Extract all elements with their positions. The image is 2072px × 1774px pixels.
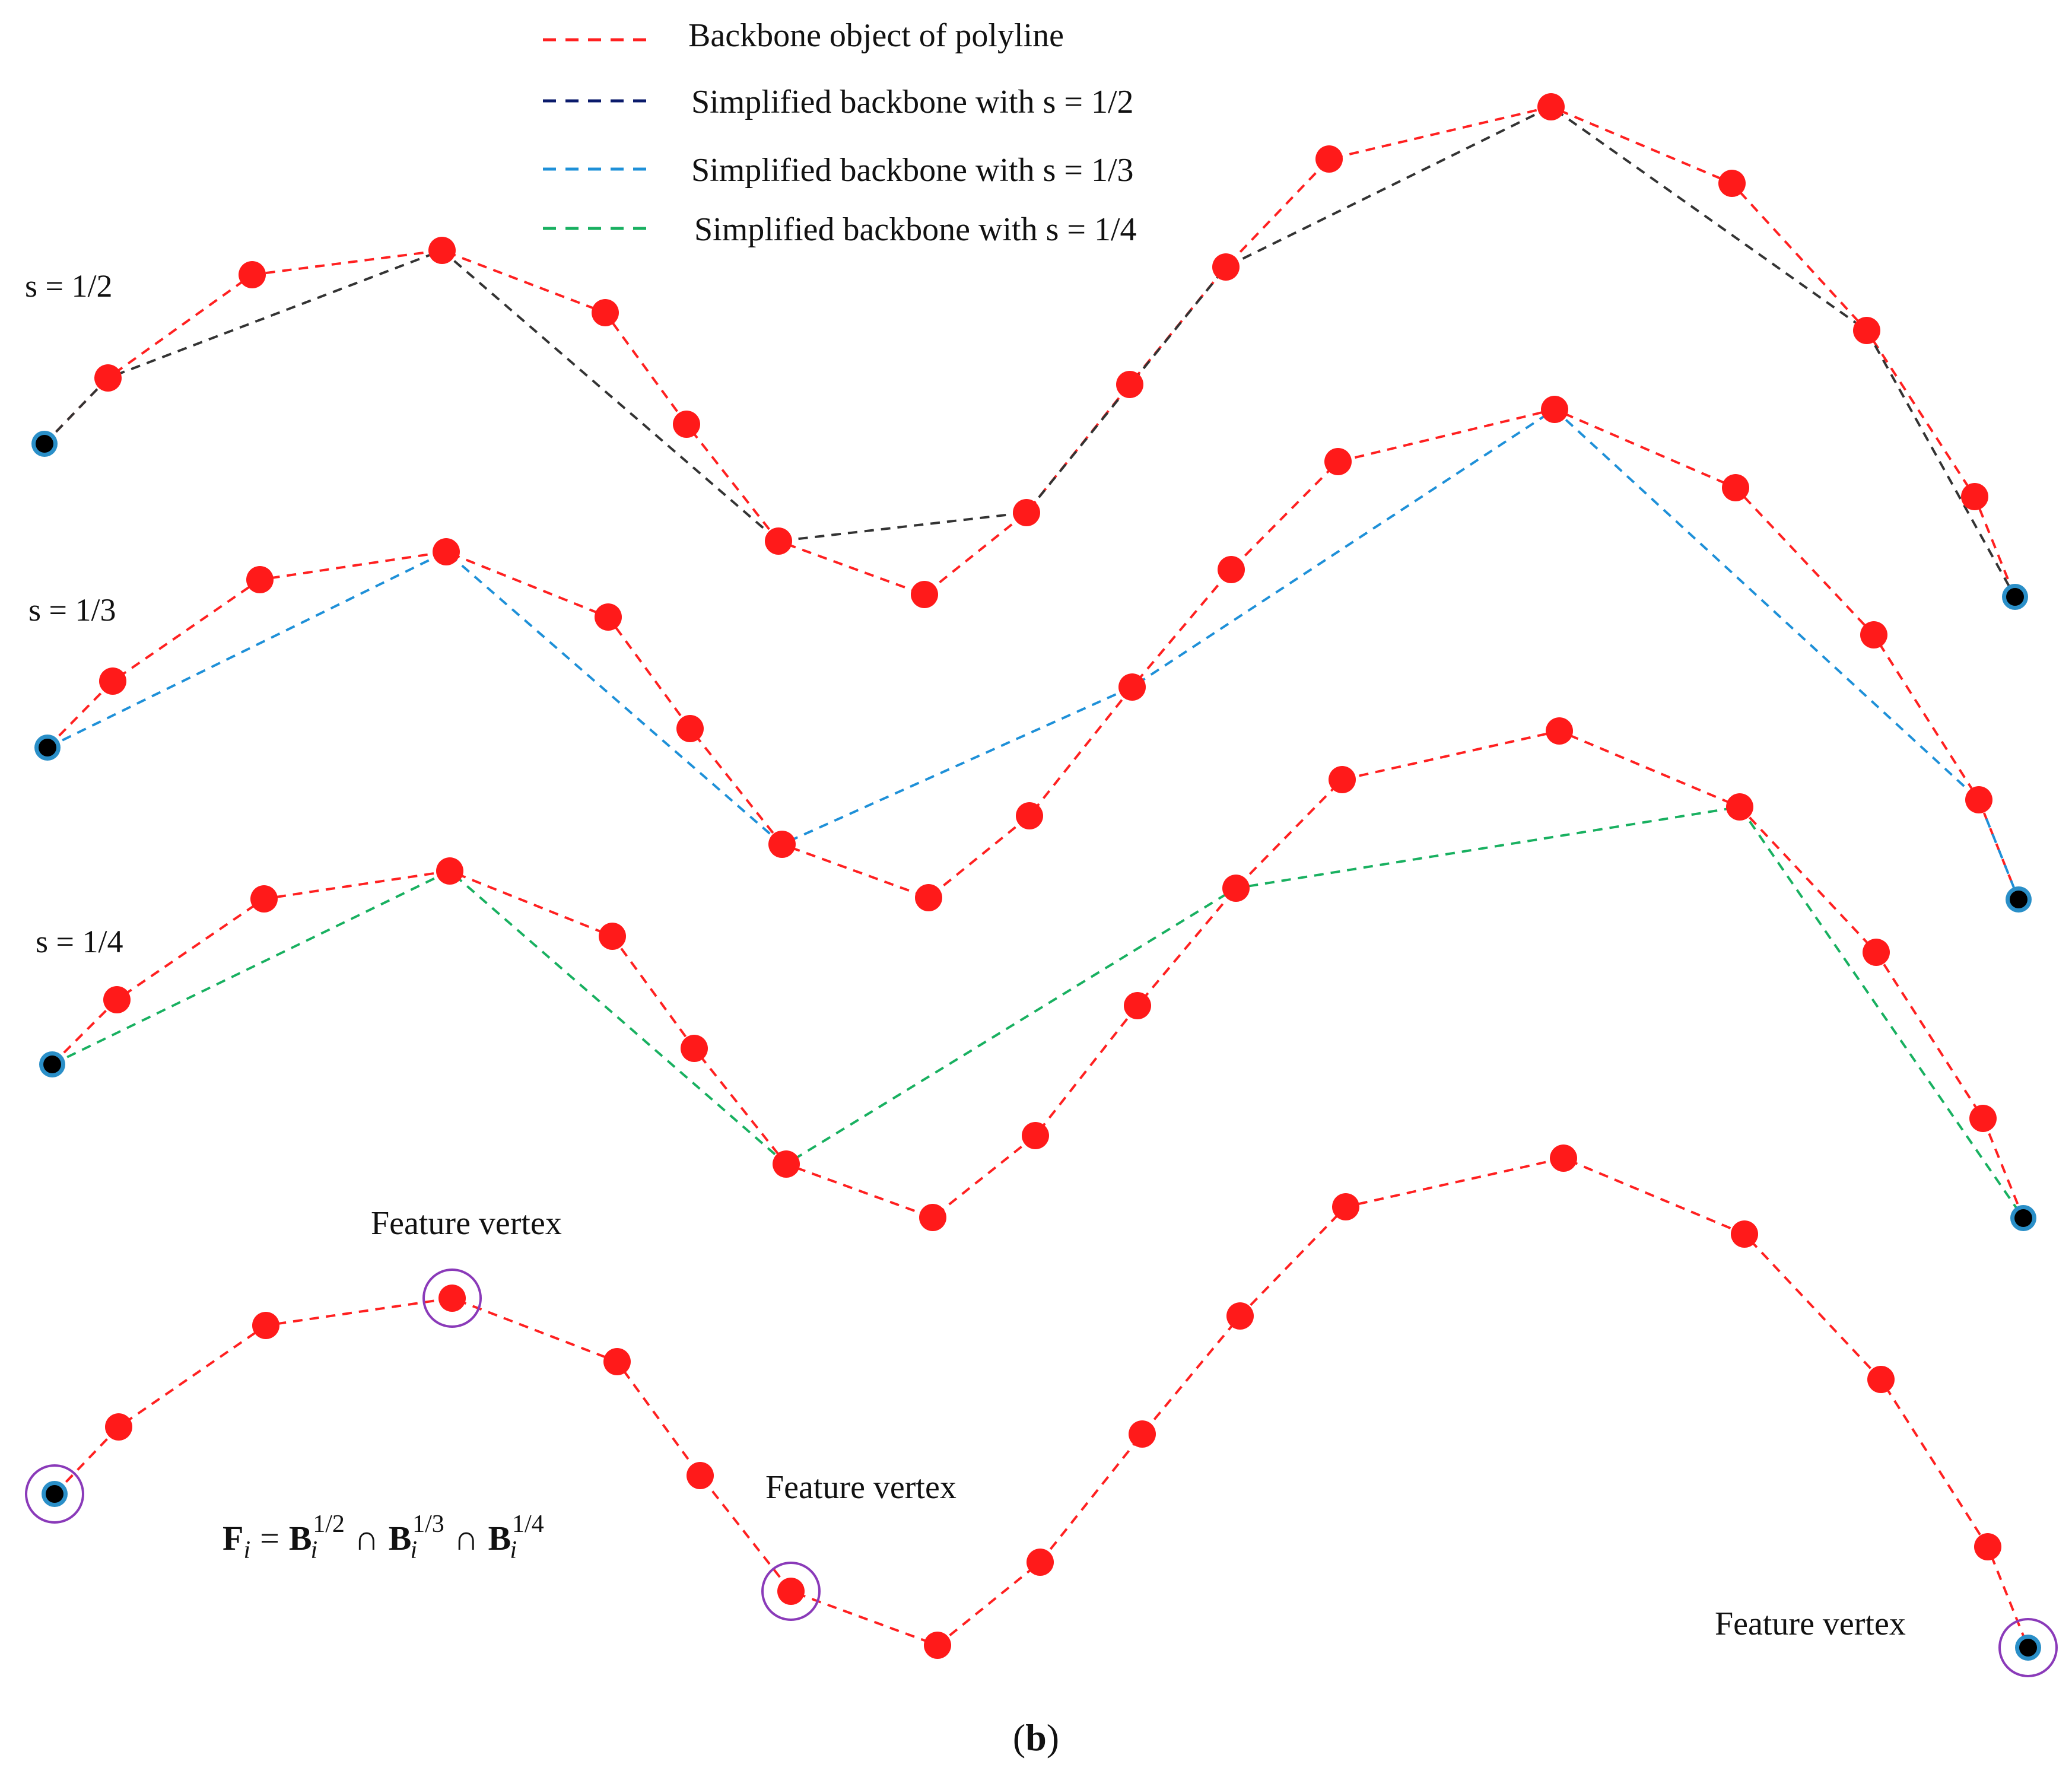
vertex-third: [99, 667, 126, 695]
vertex-feature: [687, 1462, 714, 1489]
backbone-polyline-half: [43, 105, 2016, 597]
vertex-half: [1013, 499, 1040, 526]
vertex-half: [1853, 317, 1880, 344]
vertex-feature: [1867, 1366, 1895, 1393]
vertex-feature: [1731, 1220, 1758, 1248]
vertex-quarter: [681, 1035, 708, 1062]
vertex-third: [1218, 556, 1245, 583]
feature-formula: Fi = Bi1/2 ∩ Bi1/3 ∩ Bi1/4: [223, 1511, 544, 1564]
vertex-feature: [924, 1632, 951, 1659]
vertex-quarter: [1863, 939, 1890, 966]
vertex-feature: [1332, 1193, 1359, 1220]
vertex-half: [673, 411, 700, 438]
vertex-quarter: [1222, 875, 1250, 902]
legend: Backbone object of polyline Simplified b…: [543, 17, 1137, 248]
vertex-half: [1537, 93, 1565, 120]
endpoint-vertex-third: [39, 739, 56, 756]
vertex-third: [595, 603, 622, 631]
endpoint-vertex-half: [36, 435, 53, 453]
legend-label-third: Simplified backbone with s = 1/3: [691, 152, 1134, 189]
vertex-feature: [1129, 1420, 1156, 1448]
vertex-third: [246, 566, 274, 593]
vertex-quarter: [1022, 1122, 1049, 1149]
vertex-feature: [105, 1413, 132, 1441]
vertex-half: [911, 581, 938, 608]
vertex-half: [428, 237, 456, 264]
vertex-half: [94, 364, 122, 392]
endpoint-vertex-feature: [2019, 1639, 2037, 1657]
backbone-polyline-quarter: [51, 729, 2025, 1219]
panel-label-quarter: s = 1/4: [36, 924, 123, 959]
endpoint-vertex-feature: [46, 1485, 63, 1503]
vertex-quarter: [1969, 1105, 1997, 1132]
vertex-third: [433, 538, 460, 565]
vertex-half: [765, 527, 792, 555]
feature-vertex-label-middle: Feature vertex: [765, 1469, 956, 1506]
feature-vertex-label-right: Feature vertex: [1715, 1605, 1906, 1642]
vertex-half: [239, 261, 266, 288]
legend-label-half: Simplified backbone with s = 1/2: [691, 84, 1134, 120]
simplified-polyline-quarter: [52, 805, 2025, 1219]
vertex-feature: [1226, 1302, 1254, 1330]
simplified-polyline-half: [43, 105, 2016, 597]
endpoint-vertex-half: [2006, 588, 2024, 606]
vertex-half: [1718, 170, 1746, 197]
vertex-third: [1860, 621, 1887, 648]
vertex-feature: [1027, 1549, 1054, 1576]
feature-vertex-label-top: Feature vertex: [371, 1205, 562, 1242]
feature-vertex-circle: [25, 1464, 84, 1524]
vertex-third: [1118, 673, 1146, 701]
endpoint-vertex-third: [2010, 891, 2027, 908]
vertex-quarter: [919, 1204, 946, 1231]
panel-half: [31, 93, 2028, 610]
endpoint-vertex-quarter: [2014, 1209, 2032, 1227]
legend-label-quarter: Simplified backbone with s = 1/4: [694, 211, 1137, 248]
vertex-third: [1965, 786, 1992, 813]
vertex-quarter: [103, 986, 131, 1013]
vertex-quarter: [1546, 717, 1573, 745]
vertex-feature: [1974, 1533, 2001, 1560]
vertex-feature: [603, 1348, 631, 1375]
vertex-half: [1961, 483, 1988, 510]
vertex-quarter: [1124, 992, 1151, 1019]
panel-third: [34, 396, 2032, 913]
figure-caption: (b): [1013, 1716, 1059, 1759]
feature-vertex-circle: [761, 1562, 821, 1621]
vertex-quarter: [436, 857, 463, 885]
vertex-quarter: [773, 1150, 800, 1178]
vertex-half: [592, 299, 619, 326]
vertex-quarter: [1726, 793, 1753, 821]
vertex-third: [768, 831, 796, 858]
panel-label-third: s = 1/3: [28, 592, 116, 628]
panel-label-half: s = 1/2: [25, 268, 112, 304]
vertex-feature: [438, 1285, 466, 1312]
vertex-feature: [252, 1312, 279, 1339]
vertex-third: [1722, 474, 1749, 501]
vertex-third: [1324, 448, 1352, 475]
vertex-third: [676, 715, 704, 742]
vertex-third: [915, 884, 942, 911]
feature-vertex-circle: [1998, 1618, 2058, 1677]
panel-quarter: [39, 717, 2036, 1231]
vertex-feature: [1550, 1144, 1577, 1172]
legend-label-backbone: Backbone object of polyline: [688, 17, 1064, 54]
vertex-feature: [777, 1578, 805, 1605]
vertex-quarter: [599, 923, 626, 950]
vertex-third: [1016, 802, 1043, 829]
vertex-quarter: [250, 885, 278, 913]
endpoint-vertex-quarter: [43, 1056, 61, 1073]
feature-vertex-circle: [422, 1268, 482, 1328]
backbone-polyline-third: [46, 408, 2020, 900]
vertex-quarter: [1329, 766, 1356, 793]
vertex-third: [1541, 396, 1568, 423]
vertex-half: [1116, 371, 1143, 398]
vertex-half: [1212, 253, 1240, 281]
vertex-half: [1315, 145, 1343, 173]
panel-feature-vertices: [25, 1144, 2058, 1677]
